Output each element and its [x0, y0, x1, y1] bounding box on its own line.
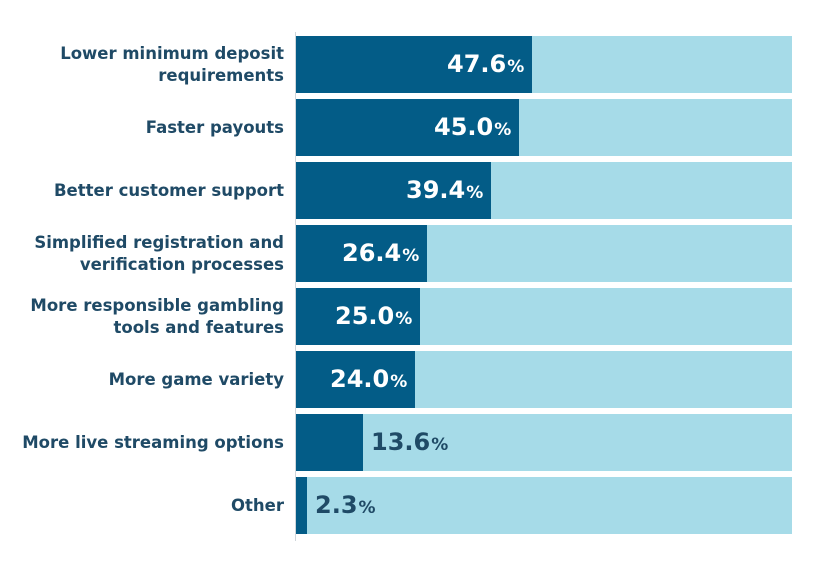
category-label-line: More live streaming options: [22, 432, 284, 452]
category-label-line: Simplified registration and: [34, 232, 284, 252]
category-label: Faster payouts: [0, 117, 284, 139]
bar-track: 39.4%: [296, 162, 792, 219]
bar-track: 24.0%: [296, 351, 792, 408]
data-label-value: 24.0: [330, 365, 390, 393]
category-label: Better customer support: [0, 180, 284, 202]
category-label: Lower minimum deposit requirements: [0, 43, 284, 87]
data-label-value: 39.4: [406, 176, 466, 204]
bar-row: More responsible gambling tools and featu…: [0, 288, 822, 345]
bar-track: 26.4%: [296, 225, 792, 282]
category-label: Other: [0, 495, 284, 517]
data-label-unit: %: [395, 309, 413, 329]
bar-track: 13.6%: [296, 414, 792, 471]
category-label: More responsible gambling tools and featu…: [0, 295, 284, 339]
data-label: 39.4%: [406, 176, 483, 204]
data-label-value: 25.0: [335, 302, 395, 330]
data-label-value: 26.4: [342, 239, 402, 267]
data-label: 13.6%: [371, 428, 448, 456]
data-label-unit: %: [431, 435, 449, 455]
category-label-line: More responsible gambling: [30, 295, 284, 315]
category-label-line: Lower minimum deposit: [60, 43, 284, 63]
bar-row: Other 2.3%: [0, 477, 822, 534]
data-label-value: 13.6: [371, 428, 431, 456]
data-label: 24.0%: [330, 365, 407, 393]
data-label: 45.0%: [434, 113, 511, 141]
bar: [296, 288, 420, 345]
bar: [296, 99, 519, 156]
data-label: 47.6%: [447, 50, 524, 78]
bar-row: Faster payouts 45.0%: [0, 99, 822, 156]
data-label-unit: %: [358, 498, 376, 518]
data-label: 25.0%: [335, 302, 412, 330]
bar-row: Simplified registration and verification …: [0, 225, 822, 282]
data-label-unit: %: [507, 57, 525, 77]
category-label-line: Other: [231, 495, 284, 515]
axis-line: [295, 32, 296, 541]
category-label-line: More game variety: [108, 369, 284, 389]
data-label-unit: %: [494, 120, 512, 140]
bar-track: 45.0%: [296, 99, 792, 156]
bar-row: More game variety 24.0%: [0, 351, 822, 408]
bar: [296, 36, 532, 93]
data-label-value: 47.6: [447, 50, 507, 78]
data-label: 26.4%: [342, 239, 419, 267]
bar: [296, 351, 415, 408]
data-label: 2.3%: [315, 491, 376, 519]
category-label: More live streaming options: [0, 432, 284, 454]
bar: [296, 477, 307, 534]
bar: [296, 162, 491, 219]
data-label-unit: %: [390, 372, 408, 392]
data-label-unit: %: [402, 246, 420, 266]
category-label-line: tools and features: [113, 317, 284, 337]
category-label-line: verification processes: [79, 254, 284, 274]
category-label-line: requirements: [158, 65, 284, 85]
bar-track: 2.3%: [296, 477, 792, 534]
bar: [296, 414, 363, 471]
bar-track: 25.0%: [296, 288, 792, 345]
data-label-unit: %: [466, 183, 484, 203]
data-label-value: 2.3: [315, 491, 358, 519]
bar-row: More live streaming options 13.6%: [0, 414, 822, 471]
category-label: Simplified registration and verification …: [0, 232, 284, 276]
category-label-line: Better customer support: [53, 180, 284, 200]
bar-row: Better customer support 39.4%: [0, 162, 822, 219]
category-label: More game variety: [0, 369, 284, 391]
bar-track: 47.6%: [296, 36, 792, 93]
bar-row: Lower minimum deposit requirements 47.6%: [0, 36, 822, 93]
data-label-value: 45.0: [434, 113, 494, 141]
bar: [296, 225, 427, 282]
category-label-line: Faster payouts: [145, 117, 284, 137]
